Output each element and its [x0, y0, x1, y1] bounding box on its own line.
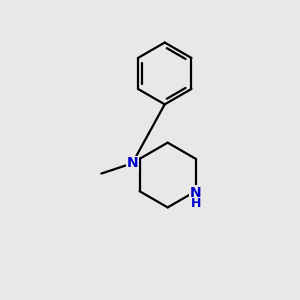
Text: N: N — [127, 156, 138, 170]
Text: N: N — [190, 186, 202, 200]
Text: H: H — [190, 197, 201, 210]
